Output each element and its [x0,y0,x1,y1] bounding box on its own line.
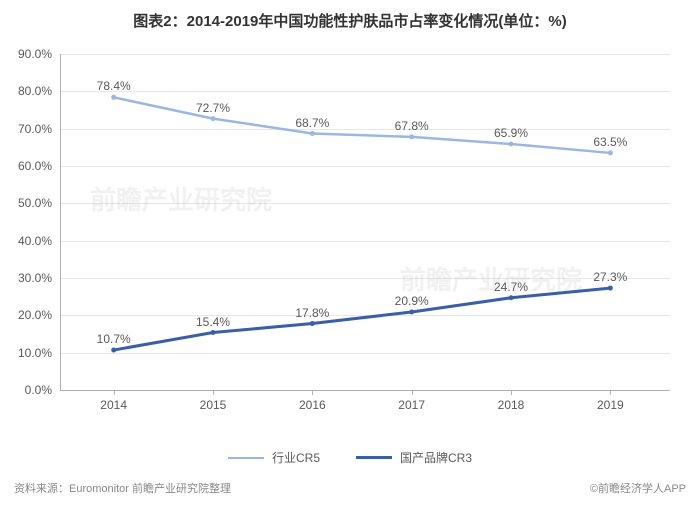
data-label: 67.8% [395,119,429,133]
y-axis-label: 70.0% [2,122,52,136]
marker [211,330,216,335]
y-axis-label: 80.0% [2,84,52,98]
line-svg [60,48,670,418]
marker [409,309,414,314]
marker [211,116,216,121]
y-axis-label: 10.0% [2,346,52,360]
data-label: 20.9% [395,294,429,308]
data-label: 24.7% [494,280,528,294]
marker [608,286,613,291]
marker [608,150,613,155]
data-label: 27.3% [593,270,627,284]
legend-item: 国产品牌CR3 [356,449,472,466]
data-label: 78.4% [97,79,131,93]
legend-label: 国产品牌CR3 [400,449,472,466]
marker [310,321,315,326]
marker [111,348,116,353]
copyright-text: ©前瞻经济学人APP [590,480,686,496]
data-label: 72.7% [196,101,230,115]
series-line [114,288,611,350]
legend-item: 行业CR5 [228,449,320,466]
legend-line-icon [356,456,392,459]
legend-line-icon [228,457,264,459]
data-label: 63.5% [593,135,627,149]
y-axis-label: 30.0% [2,271,52,285]
data-label: 68.7% [295,116,329,130]
plot-region: 0.0%10.0%20.0%30.0%40.0%50.0%60.0%70.0%8… [60,48,670,418]
marker [509,295,514,300]
marker [409,134,414,139]
chart-area: 0.0%10.0%20.0%30.0%40.0%50.0%60.0%70.0%8… [60,48,670,418]
y-axis-label: 50.0% [2,196,52,210]
data-label: 10.7% [97,332,131,346]
data-label: 65.9% [494,126,528,140]
series-line [114,97,611,153]
legend-label: 行业CR5 [272,449,320,466]
y-axis-label: 20.0% [2,308,52,322]
chart-title: 图表2：2014-2019年中国功能性护肤品市占率变化情况(单位：%) [0,0,700,31]
legend: 行业CR5 国产品牌CR3 [0,448,700,467]
data-label: 17.8% [295,306,329,320]
footer: 资料来源：Euromonitor 前瞻产业研究院整理 ©前瞻经济学人APP [14,480,686,496]
y-axis-label: 0.0% [2,383,52,397]
y-axis-label: 60.0% [2,159,52,173]
y-axis-label: 90.0% [2,47,52,61]
marker [509,141,514,146]
source-text: 资料来源：Euromonitor 前瞻产业研究院整理 [14,480,231,496]
y-axis-label: 40.0% [2,234,52,248]
marker [111,95,116,100]
marker [310,131,315,136]
data-label: 15.4% [196,315,230,329]
